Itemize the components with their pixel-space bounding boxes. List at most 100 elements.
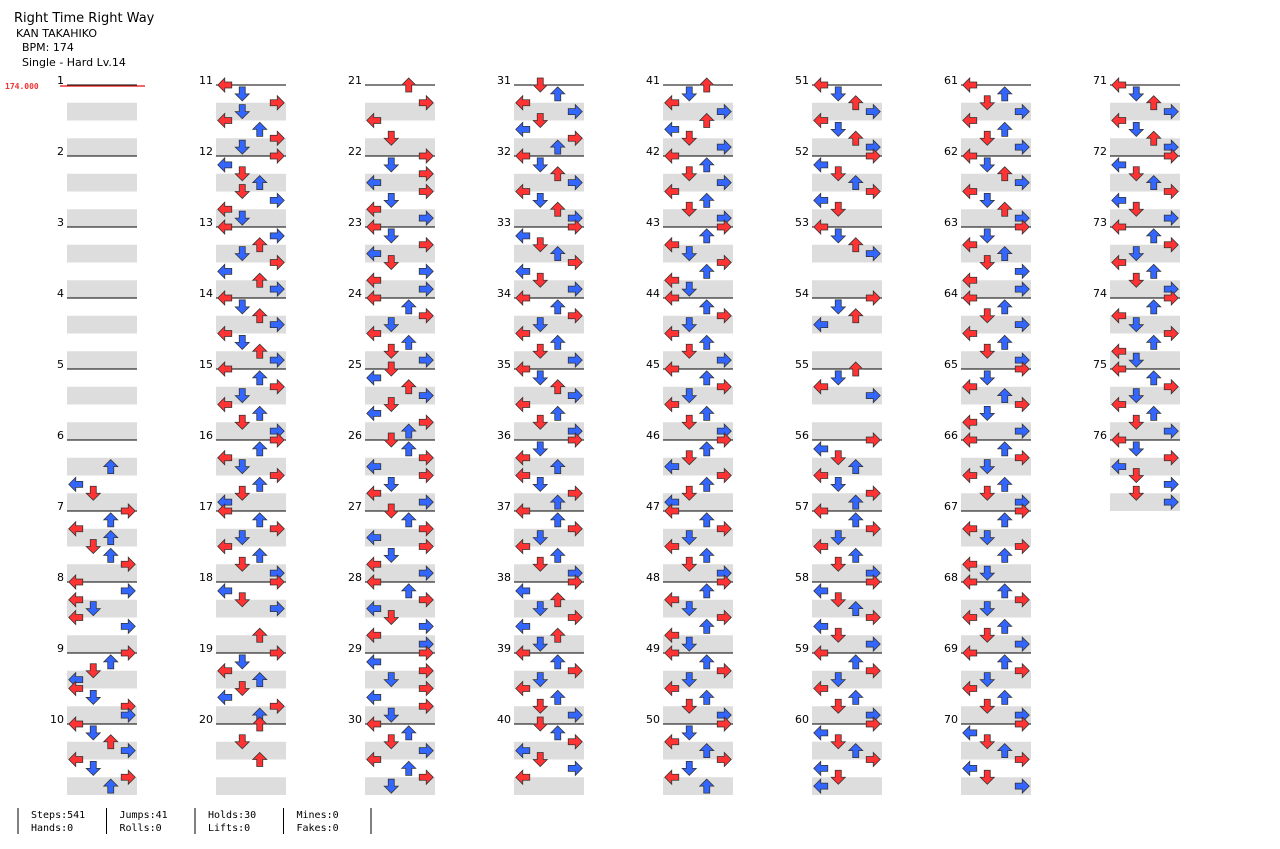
- measure-number: 37: [497, 500, 511, 513]
- beat-band: [1110, 315, 1180, 334]
- arrow: [813, 467, 829, 484]
- arrow: [1145, 228, 1162, 244]
- beat-band: [365, 422, 435, 440]
- measure-number: 50: [646, 713, 660, 726]
- beat-band: [216, 315, 286, 334]
- arrow: [269, 94, 285, 111]
- arrow: [383, 778, 400, 794]
- arrow: [681, 343, 698, 359]
- arrow: [698, 778, 715, 794]
- arrow: [515, 769, 531, 786]
- arrow: [813, 680, 829, 697]
- arrow: [681, 760, 698, 776]
- arrow: [1145, 263, 1162, 279]
- arrow: [664, 272, 680, 289]
- beat-band: [365, 670, 435, 689]
- beat-band: [216, 564, 286, 582]
- arrow: [532, 272, 549, 288]
- beat-band: [514, 706, 584, 724]
- stat: Mines:0: [297, 810, 339, 821]
- beat-band: [663, 564, 733, 582]
- arrow: [996, 121, 1013, 137]
- arrow: [1111, 458, 1127, 475]
- beat-band: [216, 706, 286, 724]
- arrow: [979, 672, 996, 688]
- arrow: [102, 734, 119, 750]
- arrow: [813, 724, 829, 741]
- beat-band: [514, 422, 584, 440]
- measure-number: 27: [348, 500, 362, 513]
- arrow: [549, 459, 566, 475]
- arrow: [681, 246, 698, 262]
- beat-band: [961, 280, 1031, 298]
- arrow: [234, 334, 251, 350]
- arrow: [1163, 290, 1179, 306]
- arrow: [234, 139, 251, 155]
- beat-band: [67, 102, 137, 121]
- arrow: [716, 352, 732, 369]
- beat-band: [961, 138, 1031, 156]
- arrow: [515, 183, 531, 200]
- measure-number: 60: [795, 713, 809, 726]
- arrow: [418, 281, 434, 298]
- arrow: [1128, 352, 1145, 368]
- arrow: [251, 476, 268, 492]
- arrow: [383, 547, 400, 563]
- beat-band: [812, 741, 882, 760]
- arrow: [418, 494, 434, 511]
- arrow: [698, 441, 715, 457]
- measure-number: 51: [795, 74, 809, 87]
- beat-band: [67, 138, 137, 156]
- arrow: [567, 352, 583, 369]
- beat-band: [812, 706, 882, 724]
- arrow: [515, 396, 531, 413]
- arrow: [962, 378, 978, 395]
- beat-band: [365, 315, 435, 334]
- beat-band: [67, 706, 137, 724]
- arrow: [847, 95, 864, 111]
- beat-band: [812, 280, 882, 298]
- arrow: [962, 724, 978, 741]
- arrow: [549, 689, 566, 705]
- arrow: [664, 538, 680, 555]
- arrow: [813, 760, 829, 777]
- arrow: [996, 388, 1013, 404]
- arrow: [269, 148, 285, 164]
- arrow: [962, 760, 978, 777]
- arrow: [698, 299, 715, 315]
- arrow: [217, 201, 233, 218]
- arrow: [418, 94, 434, 111]
- arrow: [269, 574, 285, 590]
- beat-band: [67, 493, 137, 511]
- arrow: [549, 139, 566, 155]
- arrow: [383, 432, 400, 448]
- beat-band: [663, 422, 733, 440]
- arrow: [532, 556, 549, 572]
- beat-band: [663, 386, 733, 405]
- beat-band: [812, 386, 882, 405]
- measure-number: 67: [944, 500, 958, 513]
- arrow: [664, 236, 680, 253]
- arrow: [830, 299, 847, 315]
- arrow: [865, 245, 881, 262]
- measure-number: 26: [348, 429, 362, 442]
- beat-band: [514, 138, 584, 156]
- beat-band: [663, 351, 733, 369]
- arrow: [532, 317, 549, 333]
- arrow: [664, 591, 680, 608]
- arrow: [532, 192, 549, 208]
- arrow: [532, 476, 549, 492]
- arrow: [549, 592, 566, 608]
- arrow: [549, 627, 566, 643]
- arrow: [383, 610, 400, 626]
- measure-number: 2: [57, 145, 64, 158]
- arrow: [549, 166, 566, 182]
- arrow: [549, 494, 566, 510]
- arrow: [217, 538, 233, 555]
- beat-band: [812, 315, 882, 334]
- arrow: [979, 308, 996, 324]
- beat-band: [663, 528, 733, 547]
- arrow: [716, 103, 732, 120]
- arrow: [962, 77, 978, 93]
- arrow: [1111, 343, 1127, 360]
